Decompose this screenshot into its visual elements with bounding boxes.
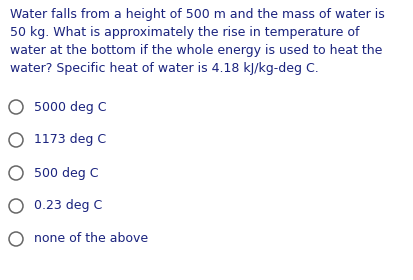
Text: water at the bottom if the whole energy is used to heat the: water at the bottom if the whole energy … [10,44,382,57]
Text: 1173 deg C: 1173 deg C [34,134,106,146]
Text: 0.23 deg C: 0.23 deg C [34,199,102,213]
Text: Water falls from a height of 500 m and the mass of water is: Water falls from a height of 500 m and t… [10,8,384,21]
Text: none of the above: none of the above [34,232,148,246]
Text: 50 kg. What is approximately the rise in temperature of: 50 kg. What is approximately the rise in… [10,26,358,39]
Text: 500 deg C: 500 deg C [34,167,98,179]
Text: 5000 deg C: 5000 deg C [34,101,106,113]
Text: water? Specific heat of water is 4.18 kJ/kg-deg C.: water? Specific heat of water is 4.18 kJ… [10,62,318,75]
